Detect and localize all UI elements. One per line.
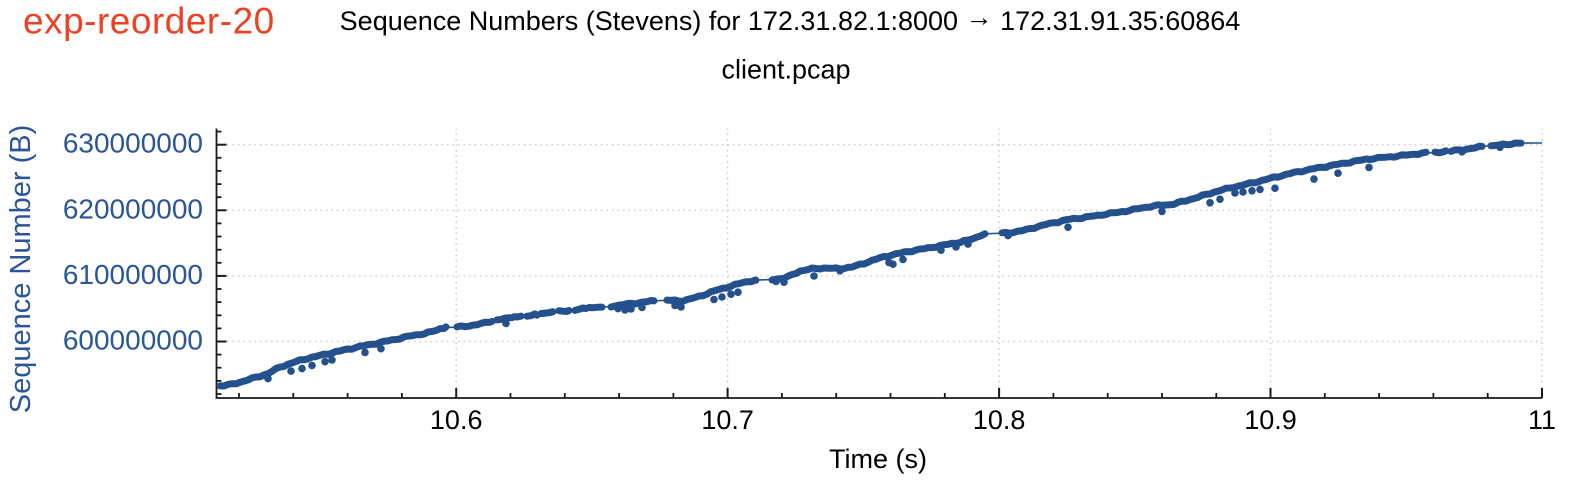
svg-text:10.8: 10.8 (973, 405, 1026, 435)
svg-text:600000000: 600000000 (63, 325, 203, 356)
svg-text:11: 11 (1528, 405, 1556, 435)
svg-text:10.6: 10.6 (430, 405, 483, 435)
svg-text:Time (s): Time (s) (829, 444, 927, 474)
svg-text:Sequence Numbers (Stevens) for: Sequence Numbers (Stevens) for 172.31.82… (340, 2, 1241, 36)
svg-text:10.9: 10.9 (1244, 405, 1297, 435)
svg-text:10.7: 10.7 (701, 405, 754, 435)
svg-text:exp-reorder-20: exp-reorder-20 (23, 1, 275, 42)
svg-text:630000000: 630000000 (63, 128, 203, 159)
svg-text:610000000: 610000000 (63, 259, 203, 290)
svg-text:Sequence Number (B): Sequence Number (B) (5, 125, 37, 414)
svg-text:client.pcap: client.pcap (721, 55, 850, 85)
svg-text:620000000: 620000000 (63, 193, 203, 224)
